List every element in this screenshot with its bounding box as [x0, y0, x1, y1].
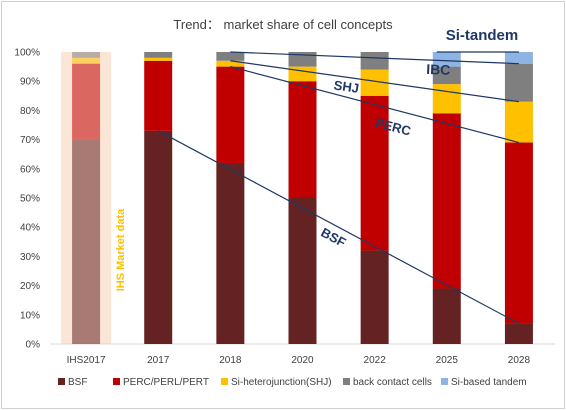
y-tick-label: 70%: [20, 135, 40, 146]
bar-segment: [360, 52, 389, 70]
y-tick-label: 30%: [20, 252, 40, 263]
bar-segment: [216, 60, 245, 67]
x-tick-label: 2022: [364, 355, 387, 366]
trend-label: BSF: [318, 225, 348, 251]
bar-segment: [216, 52, 245, 61]
y-tick-label: 60%: [20, 164, 40, 175]
trend-line: [230, 66, 520, 144]
bar-segment: [432, 52, 461, 67]
trend-line: [230, 51, 519, 65]
x-tick-label: 2020: [291, 355, 314, 366]
bar-segment: [432, 84, 461, 114]
bar-segment: [504, 63, 533, 102]
bar-segment: [72, 63, 101, 140]
bar-segment: [360, 95, 389, 251]
bar-segment: [432, 288, 461, 344]
legend-label: Si-heterojunction(SHJ): [231, 377, 332, 388]
trend-label: SHJ: [333, 77, 360, 95]
bar-segment: [432, 66, 461, 85]
legend-swatch: [58, 378, 65, 385]
bar-segment: [504, 142, 533, 324]
trend-label: Si-tandem: [446, 27, 519, 44]
legend-label: PERC/PERL/PERT: [123, 377, 209, 388]
legend-swatch: [221, 378, 228, 385]
ihs-note: IHS Market data: [115, 208, 127, 291]
bar-segment: [216, 162, 245, 344]
x-tick-label: IHS2017: [67, 355, 106, 366]
trend-line: [230, 60, 520, 103]
legend-swatch: [441, 378, 448, 385]
bar-segment: [288, 81, 317, 198]
bar-segment: [288, 66, 317, 82]
legend-label: Si-based tandem: [451, 377, 527, 388]
y-tick-label: 50%: [20, 194, 40, 205]
y-tick-label: 80%: [20, 106, 40, 117]
x-tick-label: 2028: [508, 355, 531, 366]
bar-segment: [504, 52, 533, 64]
legend-swatch: [113, 378, 120, 385]
bar-segment: [72, 52, 101, 58]
bar-segment: [504, 101, 533, 143]
bar-segment: [144, 130, 173, 344]
bar-segment: [72, 57, 101, 64]
trend-line: [157, 130, 520, 325]
legend-swatch: [343, 378, 350, 385]
y-tick-label: 90%: [20, 77, 40, 88]
x-tick-label: 2017: [147, 355, 170, 366]
bar-segment: [360, 250, 389, 344]
x-tick-label: 2018: [219, 355, 242, 366]
bar-segment: [288, 198, 317, 344]
y-tick-label: 10%: [20, 310, 40, 321]
bar-segment: [432, 113, 461, 289]
x-tick-label: 2025: [436, 355, 459, 366]
chart-title: Trend： market share of cell concepts: [173, 17, 393, 32]
trend-label: IBC: [426, 61, 451, 78]
bar-segment: [216, 66, 245, 163]
bar-segment: [144, 60, 173, 131]
bar-segment: [144, 57, 173, 61]
bar-segment: [504, 323, 533, 344]
bar-segment: [144, 52, 173, 58]
y-tick-label: 0%: [26, 340, 41, 351]
y-tick-label: 20%: [20, 281, 40, 292]
y-tick-label: 40%: [20, 223, 40, 234]
legend-label: back contact cells: [353, 377, 432, 388]
legend-label: BSF: [68, 377, 87, 388]
y-tick-label: 100%: [14, 48, 40, 59]
bar-segment: [72, 139, 101, 344]
